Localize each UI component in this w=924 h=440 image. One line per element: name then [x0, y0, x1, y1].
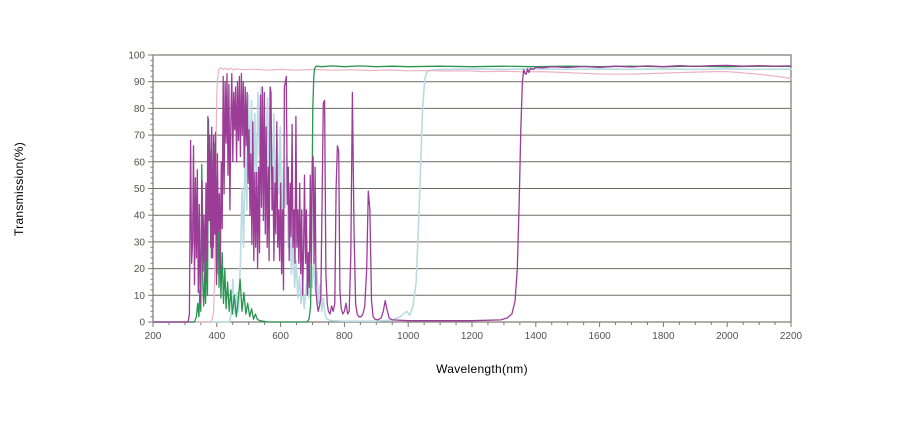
- series-curve-long-pass-cut-on-1050nm-pale-cyan-: [152, 68, 792, 323]
- plot-border: [152, 54, 792, 323]
- series-curve-long-pass-cut-on-400nm-pink-: [152, 67, 792, 323]
- y-tick-label: 10: [134, 291, 146, 302]
- y-tick-label: 60: [134, 157, 146, 168]
- y-tick-label: 40: [134, 211, 146, 222]
- x-tick-label: 1800: [652, 331, 675, 342]
- y-tick-label: 0: [139, 318, 145, 329]
- x-tick-label: 2200: [780, 331, 803, 342]
- x-tick-label: 1000: [397, 331, 420, 342]
- y-tick-label: 20: [134, 264, 146, 275]
- x-tick-label: 1400: [525, 331, 548, 342]
- series-curve-long-pass-cut-on-1350nm-purple-: [152, 64, 792, 323]
- y-tick-label: 70: [134, 131, 146, 142]
- x-tick-label: 200: [145, 331, 162, 342]
- x-tick-label: 600: [272, 331, 289, 342]
- x-axis-title: Wavelength(nm): [436, 362, 528, 376]
- y-tick-label: 90: [134, 77, 146, 88]
- y-tick-label: 80: [134, 104, 146, 115]
- x-tick-label: 2000: [716, 331, 739, 342]
- x-tick-label: 1200: [461, 331, 484, 342]
- y-tick-label: 100: [128, 51, 145, 62]
- series-curve-long-pass-cut-on-700nm-green-: [152, 65, 792, 323]
- x-tick-label: 800: [336, 331, 353, 342]
- x-tick-label: 400: [208, 331, 225, 342]
- x-tick-label: 1600: [588, 331, 611, 342]
- y-tick-label: 30: [134, 237, 146, 248]
- y-tick-label: 50: [134, 184, 146, 195]
- y-axis-title: Transmission(%): [12, 141, 26, 237]
